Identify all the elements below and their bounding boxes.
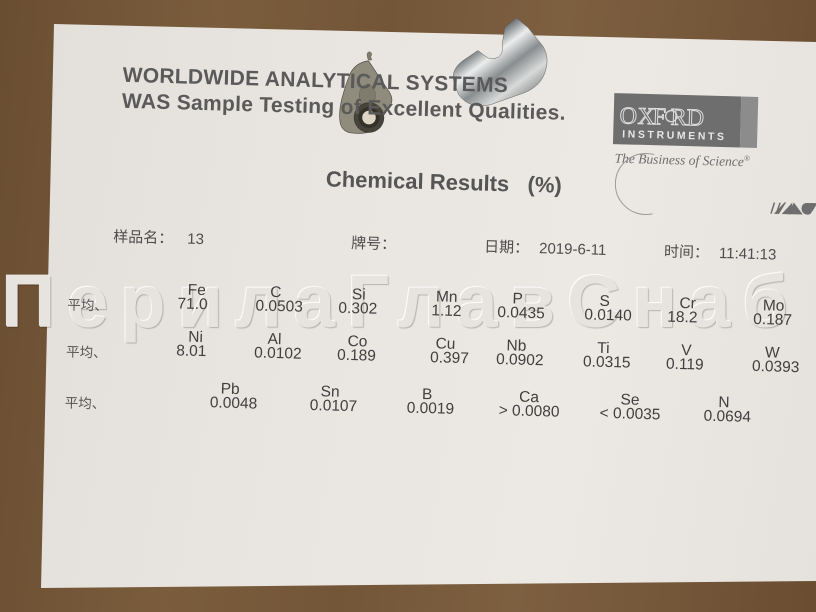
svg-text:OX: OX [619,103,655,130]
svg-text:RD: RD [670,105,704,132]
svg-text:F: F [652,104,666,130]
